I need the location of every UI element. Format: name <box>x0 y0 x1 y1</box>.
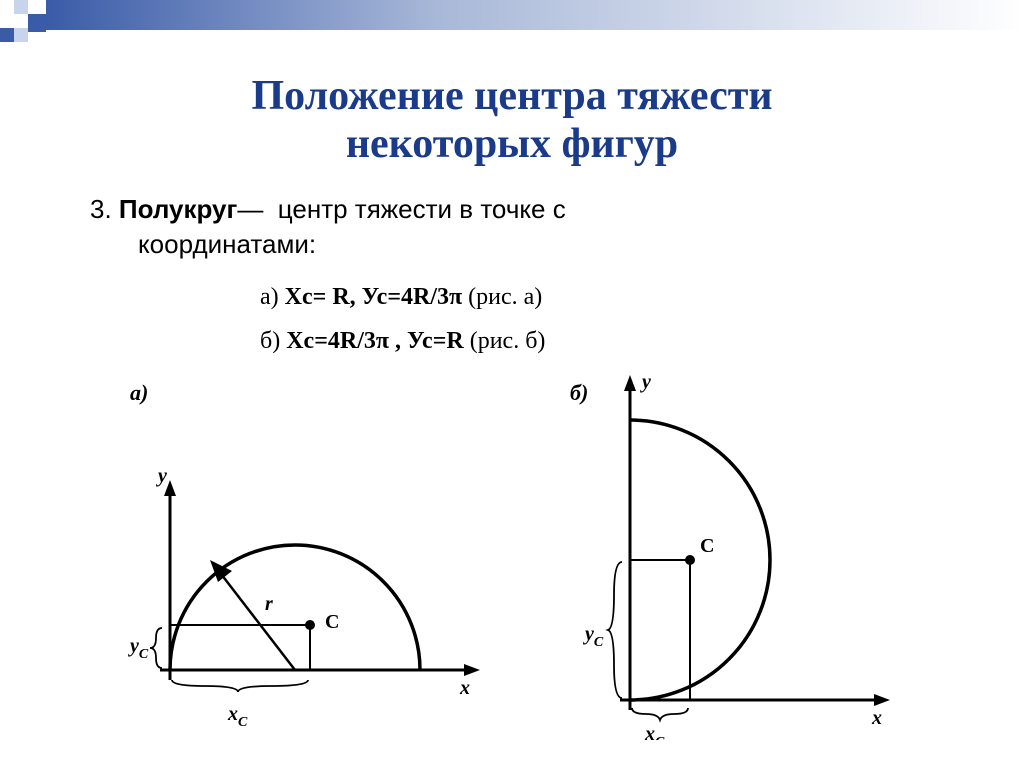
item-number: 3. <box>90 194 119 224</box>
yc-label-a: yC <box>128 635 149 662</box>
shape-name: Полукруг <box>119 194 237 224</box>
formula-b-prefix: б) <box>260 328 286 354</box>
formula-b-main: Хс=4R/3π , Ус=R <box>286 328 464 354</box>
c-label-b: C <box>700 535 714 557</box>
formula-a-main: Хс= R, Ус=4R/3π <box>285 284 463 310</box>
label-a: а) <box>130 380 148 405</box>
r-label-a: r <box>265 593 273 615</box>
diagrams-svg: а) y x r C yC xC б) <box>110 370 930 740</box>
diagram-b: б) y x C yC xC <box>570 371 890 740</box>
formula-a: а) Хс= R, Ус=4R/3π (рис. а) <box>260 284 542 311</box>
formula-b-suffix: (рис. б) <box>464 328 546 354</box>
header-gradient <box>46 0 1024 30</box>
y-label-a: y <box>156 465 167 487</box>
formula-a-prefix: а) <box>260 284 285 310</box>
x-label-b: x <box>871 707 882 729</box>
slide-title: Положение центра тяжести некоторых фигур <box>0 72 1024 169</box>
diagram-a: а) y x r C yC xC <box>128 380 480 730</box>
y-label-b: y <box>640 371 651 393</box>
label-b: б) <box>570 380 588 405</box>
body-text: 3. Полукруг— центр тяжести в точке с коо… <box>90 192 910 262</box>
xc-label-b: xC <box>644 723 665 740</box>
x-label-a: x <box>459 677 470 699</box>
title-line-1: Положение центра тяжести <box>251 73 772 119</box>
formula-b: б) Хс=4R/3π , Ус=R (рис. б) <box>260 328 545 355</box>
yc-label-b: yC <box>583 623 604 650</box>
c-label-a: C <box>325 611 339 633</box>
body-tail: — центр тяжести в точке с <box>237 194 565 224</box>
xc-label-a: xC <box>227 703 248 730</box>
body-line2: координатами: <box>90 229 316 259</box>
corner-decoration <box>0 0 50 50</box>
formula-a-suffix: (рис. а) <box>462 284 542 310</box>
title-line-2: некоторых фигур <box>346 121 678 167</box>
